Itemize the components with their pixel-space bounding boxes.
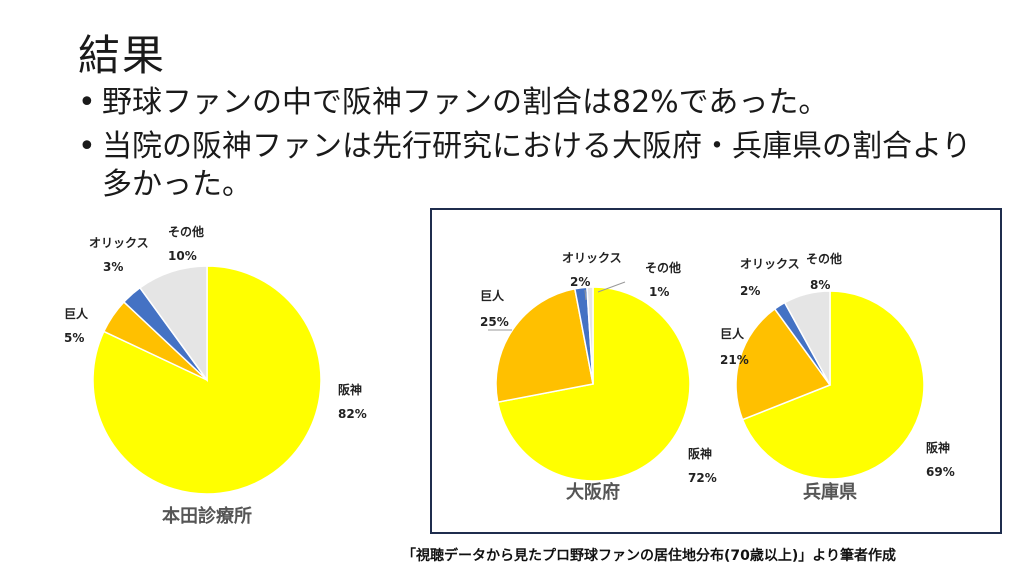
slice-value-other: 1% <box>649 285 669 299</box>
slice-label-other: その他 <box>806 251 842 266</box>
pie-slice-kyojin <box>495 287 594 404</box>
slice-label-orix: オリックス <box>89 236 149 250</box>
slice-label-kyojin: 巨人 <box>720 326 745 341</box>
pie-slice-kyojin <box>735 307 832 421</box>
slice-value-other: 10% <box>168 249 197 263</box>
slice-label-other: その他 <box>168 224 204 239</box>
chart-caption: 大阪府 <box>566 481 620 503</box>
source-note: 「視聴データから見たプロ野球ファンの居住地分布(70歳以上)」より筆者作成 <box>402 548 896 564</box>
leader-line <box>584 289 587 301</box>
bullet-list: 野球ファンの中で阪神ファンの割合は82%であった。 当院の阪神ファンは先行研究に… <box>78 84 998 210</box>
slice-value-kyojin: 5% <box>64 331 84 345</box>
slice-value-other: 8% <box>810 278 830 292</box>
pie-chart-3: 阪神 69% 巨人 21% オリックス 2% その他 8% 兵庫県 <box>720 251 955 503</box>
bullet-item-1: 野球ファンの中で阪神ファンの割合は82%であった。 <box>78 84 998 122</box>
pie-slice-other <box>586 286 594 385</box>
slice-value-hanshin: 72% <box>688 471 717 485</box>
pie-slice-other <box>783 290 831 386</box>
slice-label-kyojin: 巨人 <box>480 288 505 303</box>
pie-slice-other <box>138 265 208 383</box>
slice-label-hanshin: 阪神 <box>338 382 362 397</box>
leader-line <box>597 281 626 293</box>
pie-slice-hanshin <box>741 290 925 480</box>
pie-chart-1: 阪神 82% 巨人 5% オリックス 3% その他 10% 本田診療所 <box>64 224 367 527</box>
comparison-frame <box>430 208 1002 534</box>
slice-value-orix: 2% <box>740 284 760 298</box>
slice-label-orix: オリックス <box>740 257 800 271</box>
slide-title: 結果 <box>78 31 167 80</box>
chart-caption: 兵庫県 <box>803 481 857 503</box>
chart-caption: 本田診療所 <box>162 505 252 527</box>
slice-value-hanshin: 82% <box>338 407 367 421</box>
slice-value-orix: 2% <box>570 275 590 289</box>
pie-slice-hanshin <box>496 286 691 482</box>
slice-label-orix: オリックス <box>562 251 622 265</box>
slice-label-hanshin: 阪神 <box>926 440 950 455</box>
bullet-item-2: 当院の阪神ファンは先行研究における大阪府・兵庫県の割合より多かった。 <box>78 128 998 204</box>
slice-label-kyojin: 巨人 <box>64 306 89 321</box>
slice-label-hanshin: 阪神 <box>688 446 712 461</box>
slice-value-hanshin: 69% <box>926 465 955 479</box>
slice-value-kyojin: 25% <box>480 315 509 329</box>
slice-value-orix: 3% <box>103 260 123 274</box>
slice-label-other: その他 <box>645 260 681 275</box>
pie-chart-2: 阪神 72% 巨人 25% オリックス 2% その他 1% 大阪府 <box>480 251 717 503</box>
slice-value-kyojin: 21% <box>720 353 749 367</box>
